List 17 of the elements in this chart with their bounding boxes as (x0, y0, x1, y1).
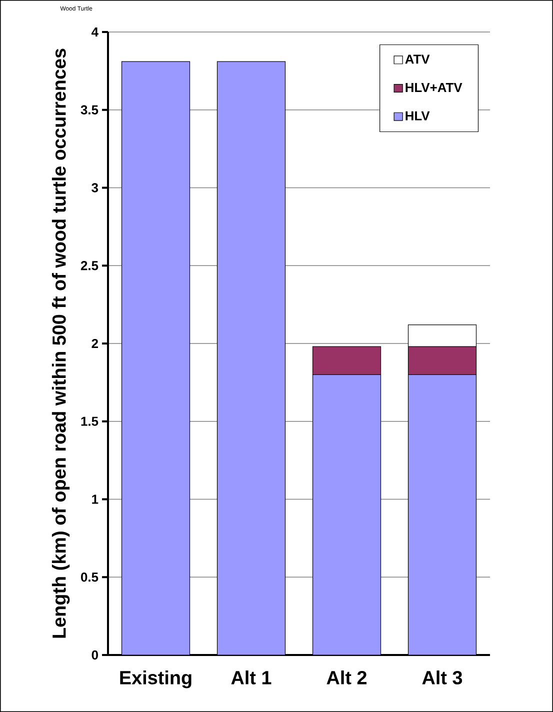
y-tick-label: 1.5 (81, 416, 98, 426)
y-tick-label: 3.5 (80, 105, 98, 114)
legend-label: HLV+ATV (406, 83, 462, 92)
y-tick-label: 0 (92, 650, 98, 660)
y-tick-label: 0.5 (81, 572, 98, 582)
x-tick-label: Alt 2 (326, 670, 366, 684)
legend-label: ATV (405, 54, 430, 64)
y-tick-label: 4 (92, 28, 98, 36)
legend-label: HLV (406, 111, 430, 120)
x-tick-label: Alt 1 (231, 670, 272, 684)
y-axis-title: Length (km) of open road within 500 ft of wood turtle occurrences (52, 48, 70, 638)
y-tick-label: 2.5 (80, 261, 98, 270)
x-tick-label: Existing (120, 670, 192, 688)
y-tick-label: 1 (92, 494, 98, 504)
y-tick-label: 3 (92, 183, 98, 192)
y-tick-label: 2 (92, 338, 98, 348)
x-tick-label: Alt 3 (422, 670, 462, 684)
